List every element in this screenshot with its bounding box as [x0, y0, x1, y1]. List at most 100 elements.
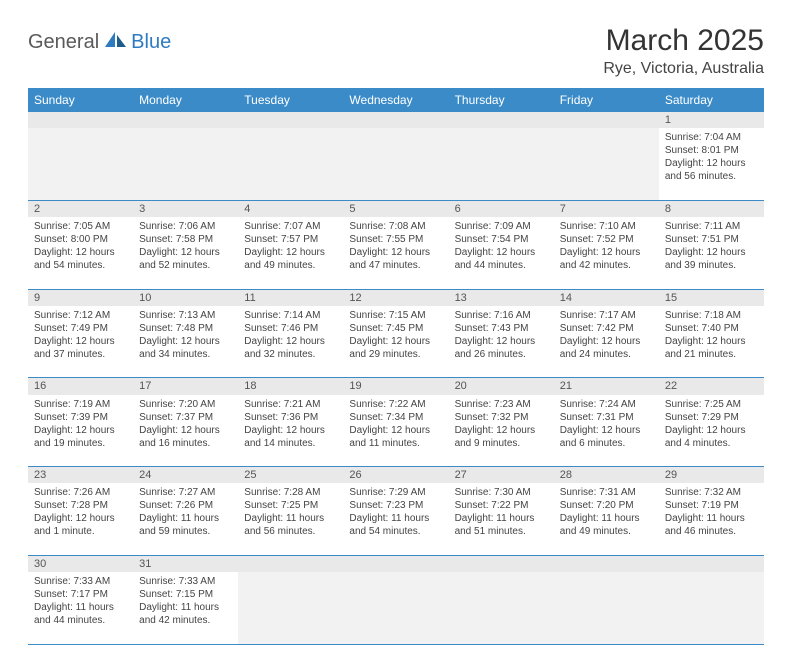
day-cell: Sunrise: 7:21 AMSunset: 7:36 PMDaylight:…	[238, 395, 343, 467]
day-cell: Sunrise: 7:06 AMSunset: 7:58 PMDaylight:…	[133, 217, 238, 289]
week-row: Sunrise: 7:05 AMSunset: 8:00 PMDaylight:…	[28, 217, 764, 289]
weekday-header: Saturday	[659, 88, 764, 112]
day-number-row: 3031	[28, 555, 764, 572]
day-number-cell: 28	[554, 467, 659, 484]
day-cell	[343, 572, 448, 644]
day-cell: Sunrise: 7:10 AMSunset: 7:52 PMDaylight:…	[554, 217, 659, 289]
day-details: Sunrise: 7:26 AMSunset: 7:28 PMDaylight:…	[28, 483, 133, 542]
day-number-cell: 9	[28, 289, 133, 306]
day-details: Sunrise: 7:33 AMSunset: 7:17 PMDaylight:…	[28, 572, 133, 631]
day-number-cell: 13	[449, 289, 554, 306]
location-subtitle: Rye, Victoria, Australia	[603, 60, 764, 78]
day-details: Sunrise: 7:17 AMSunset: 7:42 PMDaylight:…	[554, 306, 659, 365]
day-details: Sunrise: 7:09 AMSunset: 7:54 PMDaylight:…	[449, 217, 554, 276]
day-cell	[449, 128, 554, 200]
day-cell: Sunrise: 7:13 AMSunset: 7:48 PMDaylight:…	[133, 306, 238, 378]
day-cell: Sunrise: 7:19 AMSunset: 7:39 PMDaylight:…	[28, 395, 133, 467]
brand-logo: General Blue	[28, 30, 171, 55]
day-cell: Sunrise: 7:17 AMSunset: 7:42 PMDaylight:…	[554, 306, 659, 378]
day-cell: Sunrise: 7:15 AMSunset: 7:45 PMDaylight:…	[343, 306, 448, 378]
day-number-cell	[28, 112, 133, 128]
day-cell: Sunrise: 7:24 AMSunset: 7:31 PMDaylight:…	[554, 395, 659, 467]
brand-part2: Blue	[131, 31, 171, 54]
day-number-row: 23242526272829	[28, 467, 764, 484]
weekday-header: Thursday	[449, 88, 554, 112]
day-cell: Sunrise: 7:09 AMSunset: 7:54 PMDaylight:…	[449, 217, 554, 289]
day-cell	[659, 572, 764, 644]
day-number-cell	[238, 112, 343, 128]
week-row: Sunrise: 7:33 AMSunset: 7:17 PMDaylight:…	[28, 572, 764, 644]
day-number-cell: 25	[238, 467, 343, 484]
day-number-row: 2345678	[28, 200, 764, 217]
week-row: Sunrise: 7:12 AMSunset: 7:49 PMDaylight:…	[28, 306, 764, 378]
day-number-cell: 10	[133, 289, 238, 306]
day-number-cell: 22	[659, 378, 764, 395]
day-cell	[554, 572, 659, 644]
day-number-cell: 29	[659, 467, 764, 484]
sail-icon	[103, 30, 129, 55]
day-number-cell: 19	[343, 378, 448, 395]
day-cell: Sunrise: 7:14 AMSunset: 7:46 PMDaylight:…	[238, 306, 343, 378]
day-number-cell	[554, 555, 659, 572]
day-cell: Sunrise: 7:29 AMSunset: 7:23 PMDaylight:…	[343, 483, 448, 555]
day-cell: Sunrise: 7:25 AMSunset: 7:29 PMDaylight:…	[659, 395, 764, 467]
day-details: Sunrise: 7:14 AMSunset: 7:46 PMDaylight:…	[238, 306, 343, 365]
day-number-cell: 16	[28, 378, 133, 395]
day-details: Sunrise: 7:32 AMSunset: 7:19 PMDaylight:…	[659, 483, 764, 542]
day-cell: Sunrise: 7:20 AMSunset: 7:37 PMDaylight:…	[133, 395, 238, 467]
day-cell: Sunrise: 7:26 AMSunset: 7:28 PMDaylight:…	[28, 483, 133, 555]
day-number-cell: 18	[238, 378, 343, 395]
week-row: Sunrise: 7:19 AMSunset: 7:39 PMDaylight:…	[28, 395, 764, 467]
day-number-cell: 21	[554, 378, 659, 395]
day-details: Sunrise: 7:06 AMSunset: 7:58 PMDaylight:…	[133, 217, 238, 276]
day-number-cell: 23	[28, 467, 133, 484]
day-cell: Sunrise: 7:18 AMSunset: 7:40 PMDaylight:…	[659, 306, 764, 378]
day-number-cell	[343, 112, 448, 128]
day-cell: Sunrise: 7:07 AMSunset: 7:57 PMDaylight:…	[238, 217, 343, 289]
weekday-header: Tuesday	[238, 88, 343, 112]
day-details: Sunrise: 7:15 AMSunset: 7:45 PMDaylight:…	[343, 306, 448, 365]
day-details: Sunrise: 7:22 AMSunset: 7:34 PMDaylight:…	[343, 395, 448, 454]
day-number-cell	[343, 555, 448, 572]
day-details: Sunrise: 7:27 AMSunset: 7:26 PMDaylight:…	[133, 483, 238, 542]
day-number-cell: 24	[133, 467, 238, 484]
day-number-cell	[238, 555, 343, 572]
day-number-cell: 27	[449, 467, 554, 484]
week-row: Sunrise: 7:04 AMSunset: 8:01 PMDaylight:…	[28, 128, 764, 200]
weekday-header: Friday	[554, 88, 659, 112]
day-number-cell: 6	[449, 200, 554, 217]
day-number-cell: 30	[28, 555, 133, 572]
day-number-cell: 4	[238, 200, 343, 217]
day-details: Sunrise: 7:10 AMSunset: 7:52 PMDaylight:…	[554, 217, 659, 276]
day-cell: Sunrise: 7:33 AMSunset: 7:15 PMDaylight:…	[133, 572, 238, 644]
day-number-cell	[554, 112, 659, 128]
day-details: Sunrise: 7:31 AMSunset: 7:20 PMDaylight:…	[554, 483, 659, 542]
day-number-row: 1	[28, 112, 764, 128]
weekday-header: Wednesday	[343, 88, 448, 112]
header: General Blue March 2025 Rye, Victoria, A…	[28, 24, 764, 78]
day-cell: Sunrise: 7:27 AMSunset: 7:26 PMDaylight:…	[133, 483, 238, 555]
day-cell: Sunrise: 7:22 AMSunset: 7:34 PMDaylight:…	[343, 395, 448, 467]
brand-part1: General	[28, 31, 99, 54]
weekday-header: Sunday	[28, 88, 133, 112]
day-cell: Sunrise: 7:11 AMSunset: 7:51 PMDaylight:…	[659, 217, 764, 289]
day-details: Sunrise: 7:11 AMSunset: 7:51 PMDaylight:…	[659, 217, 764, 276]
day-cell: Sunrise: 7:30 AMSunset: 7:22 PMDaylight:…	[449, 483, 554, 555]
day-number-cell: 26	[343, 467, 448, 484]
day-details: Sunrise: 7:24 AMSunset: 7:31 PMDaylight:…	[554, 395, 659, 454]
day-cell	[343, 128, 448, 200]
day-details: Sunrise: 7:13 AMSunset: 7:48 PMDaylight:…	[133, 306, 238, 365]
day-number-row: 16171819202122	[28, 378, 764, 395]
day-number-cell: 20	[449, 378, 554, 395]
day-cell: Sunrise: 7:12 AMSunset: 7:49 PMDaylight:…	[28, 306, 133, 378]
day-details: Sunrise: 7:16 AMSunset: 7:43 PMDaylight:…	[449, 306, 554, 365]
day-number-cell: 8	[659, 200, 764, 217]
day-number-cell: 7	[554, 200, 659, 217]
calendar-table: SundayMondayTuesdayWednesdayThursdayFrid…	[28, 88, 764, 645]
day-cell: Sunrise: 7:04 AMSunset: 8:01 PMDaylight:…	[659, 128, 764, 200]
day-cell: Sunrise: 7:33 AMSunset: 7:17 PMDaylight:…	[28, 572, 133, 644]
day-number-cell	[449, 555, 554, 572]
day-details: Sunrise: 7:18 AMSunset: 7:40 PMDaylight:…	[659, 306, 764, 365]
page-title: March 2025	[603, 24, 764, 58]
day-cell	[554, 128, 659, 200]
